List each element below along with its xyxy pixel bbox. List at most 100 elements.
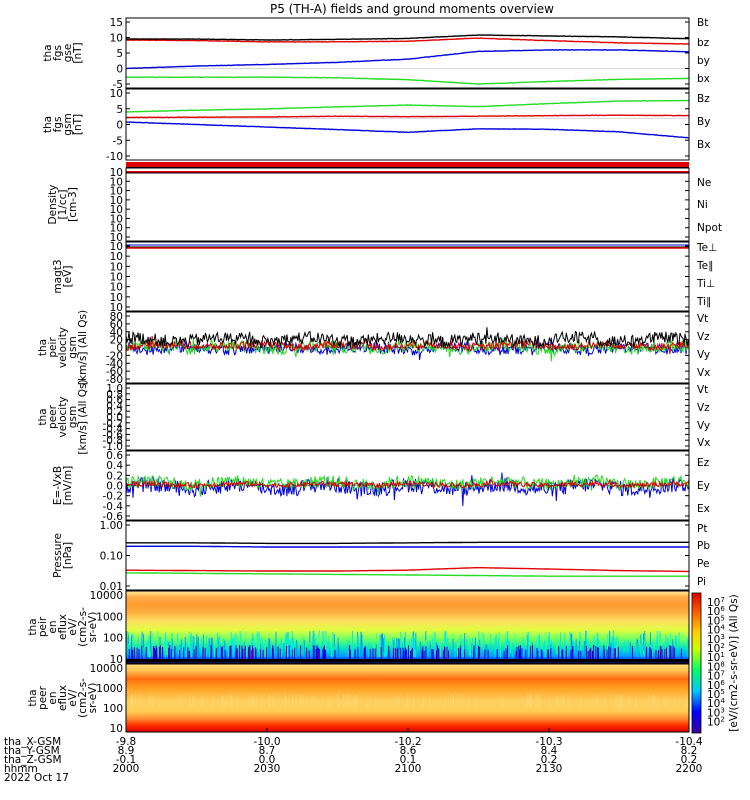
- ytick-label: 80: [110, 311, 123, 323]
- legend-Ex: Ex: [697, 503, 710, 515]
- colorbar: [691, 592, 702, 734]
- ytick-label: -0.6: [103, 511, 124, 523]
- series-Pb: [126, 566, 689, 573]
- ytick-label: 0: [116, 120, 123, 132]
- xtick-x-gsm: -10.4: [675, 736, 702, 748]
- ytick-label: -0.6: [103, 429, 124, 441]
- colorbar-tick: 102: [707, 716, 725, 729]
- legend-Vy: Vy: [697, 349, 710, 361]
- x-row-label: 2022 Oct 17: [4, 772, 69, 784]
- xtick-hhmm: 2130: [536, 763, 563, 775]
- series-Pi: [126, 545, 689, 548]
- plot-title: P5 (TH-A) fields and ground moments over…: [270, 2, 554, 16]
- series-Ex: [125, 472, 690, 507]
- panel-border: [125, 520, 690, 591]
- ytick-label: 5: [116, 104, 123, 116]
- ytick-label: 0.01: [100, 581, 123, 593]
- ytick-label: -40: [106, 358, 123, 370]
- series-Bt: [125, 34, 690, 41]
- panel-density: Density[1/cc][cm-3]1010101010101010NeNiN…: [47, 162, 722, 244]
- legend-Ni: Ni: [697, 199, 708, 211]
- ytick-label: -0.8: [103, 435, 124, 447]
- legend-Ez: Ez: [697, 457, 710, 469]
- panel-pressure: Pressure[nPa] 1.00 0.10 0.01 Pt Pb Pe Pi: [52, 520, 710, 593]
- ytick-label: 10: [110, 261, 123, 273]
- legend-Pi: Pi: [697, 576, 706, 588]
- ylabel-fgs_gse: thafgsgse[nT]: [42, 42, 84, 63]
- ylabel-fgs_gsm: thafgsgsm[nT]: [42, 113, 84, 135]
- ytick-label: 0.8: [106, 389, 123, 401]
- ylabel-peir_velocity: thapeirvelocitygsm[km/s] (All Qs): [37, 310, 89, 385]
- series-Ez: [125, 478, 690, 490]
- ytick-label: 0.10: [100, 551, 123, 563]
- ytick-label: 10: [110, 241, 123, 253]
- legend-Bx: Bx: [697, 139, 710, 151]
- legend-Ti∥: Ti∥: [696, 296, 711, 308]
- legend-Vt: Vt: [697, 313, 708, 325]
- ytick-label: 0.2: [106, 470, 123, 482]
- legend-Vz: Vz: [697, 402, 710, 414]
- xtick-y-gsm: 8.6: [400, 745, 417, 757]
- colorbars: [eV/(cm2-s-sr-eV)] (All Qs)1071061051041…: [691, 592, 740, 734]
- panel-fgs_gse: thafgsgse[nT] 15 10 5 0 -5 Bt bz by bx: [42, 17, 710, 91]
- panel-e_field: E=-VxB[mV/m] 0.60.40.20.0-0.2-0.4-0.6 Ez Ey…: [52, 450, 710, 523]
- ytick-label: 0.0: [106, 481, 123, 493]
- x-row-label: tha_X-GSM: [4, 736, 61, 748]
- ytick-label: -10: [106, 151, 123, 163]
- xtick-y-gsm: 8.4: [541, 745, 558, 757]
- xtick-z-gsm: -0.1: [116, 754, 137, 766]
- panel-border: [125, 17, 690, 89]
- series-Pe: [125, 572, 689, 577]
- xtick-hhmm: 2000: [113, 763, 140, 775]
- ytick-label: 10000: [90, 590, 123, 602]
- ytick-label: 10: [110, 292, 123, 304]
- ytick-label: 0.2: [106, 406, 123, 418]
- ytick-label: 100: [103, 703, 123, 715]
- ytick-label: 10: [110, 186, 123, 198]
- x-row-label: hhmm: [4, 763, 38, 775]
- ytick-label: 10: [110, 223, 123, 235]
- spectrogram-band: [126, 659, 689, 662]
- legend-Ne: Ne: [697, 177, 711, 189]
- ytick-label: -60: [106, 366, 123, 378]
- panel-border: [125, 590, 690, 664]
- series-bx: [126, 48, 690, 70]
- ytick-label: -5: [113, 135, 123, 147]
- ylabel-peir_energy: thapeirenefluxeV/(cm2-s-sr-eV): [27, 607, 99, 647]
- ytick-label: 1000: [96, 611, 123, 623]
- legend-Pe: Pe: [697, 558, 709, 570]
- legend-Npot: Npot: [697, 222, 722, 234]
- legend-By: By: [697, 116, 710, 128]
- ytick-label: 5: [116, 48, 123, 60]
- ytick-label: 0: [116, 343, 123, 355]
- panel-fgs_gsm: thafgsgsm[nT] 10 5 0 -5 -10 Bz By Bx: [42, 88, 710, 163]
- ytick-label: 10: [110, 88, 123, 100]
- panels: thafgsgse[nT] 15 10 5 0 -5 Bt bz by bx thafgsgsm[n…: [27, 17, 722, 735]
- xtick-z-gsm: 0.0: [259, 754, 276, 766]
- legend-Ey: Ey: [697, 480, 710, 492]
- ylabel-e_field: E=-VxB[mV/m]: [52, 466, 74, 505]
- ytick-label: 0.6: [106, 395, 123, 407]
- legend-Bz: Bz: [697, 93, 710, 105]
- xtick-x-gsm: -10.0: [253, 736, 280, 748]
- ylabel-peer_energy: thapeerenefluxeV/(cm2-s-sr-eV): [27, 678, 99, 718]
- ytick-label: -0.2: [103, 418, 124, 430]
- colorbar-label: [eV/(cm2-s-sr-eV)] (All Qs): [728, 594, 740, 731]
- panel-border: [125, 450, 690, 521]
- ytick-label: -1.0: [103, 441, 124, 453]
- panel-border: [125, 88, 690, 161]
- series-Vz: [125, 335, 690, 355]
- ytick-label: 10: [110, 33, 123, 45]
- ytick-label: -5: [113, 79, 123, 91]
- legend-bx: bx: [697, 73, 710, 85]
- ytick-label: 10000: [90, 663, 123, 675]
- legend-bz: bz: [697, 37, 710, 49]
- ylabel-density: Density[1/cc][cm-3]: [47, 185, 79, 225]
- ytick-label: 10: [110, 232, 123, 244]
- ytick-label: 1000: [96, 683, 123, 695]
- panel-peir_energy: thapeirenefluxeV/(cm2-s-sr-eV) 10000 1000 1…: [27, 590, 690, 666]
- xtick-hhmm: 2200: [676, 763, 703, 775]
- legend-Pb: Pb: [697, 540, 710, 552]
